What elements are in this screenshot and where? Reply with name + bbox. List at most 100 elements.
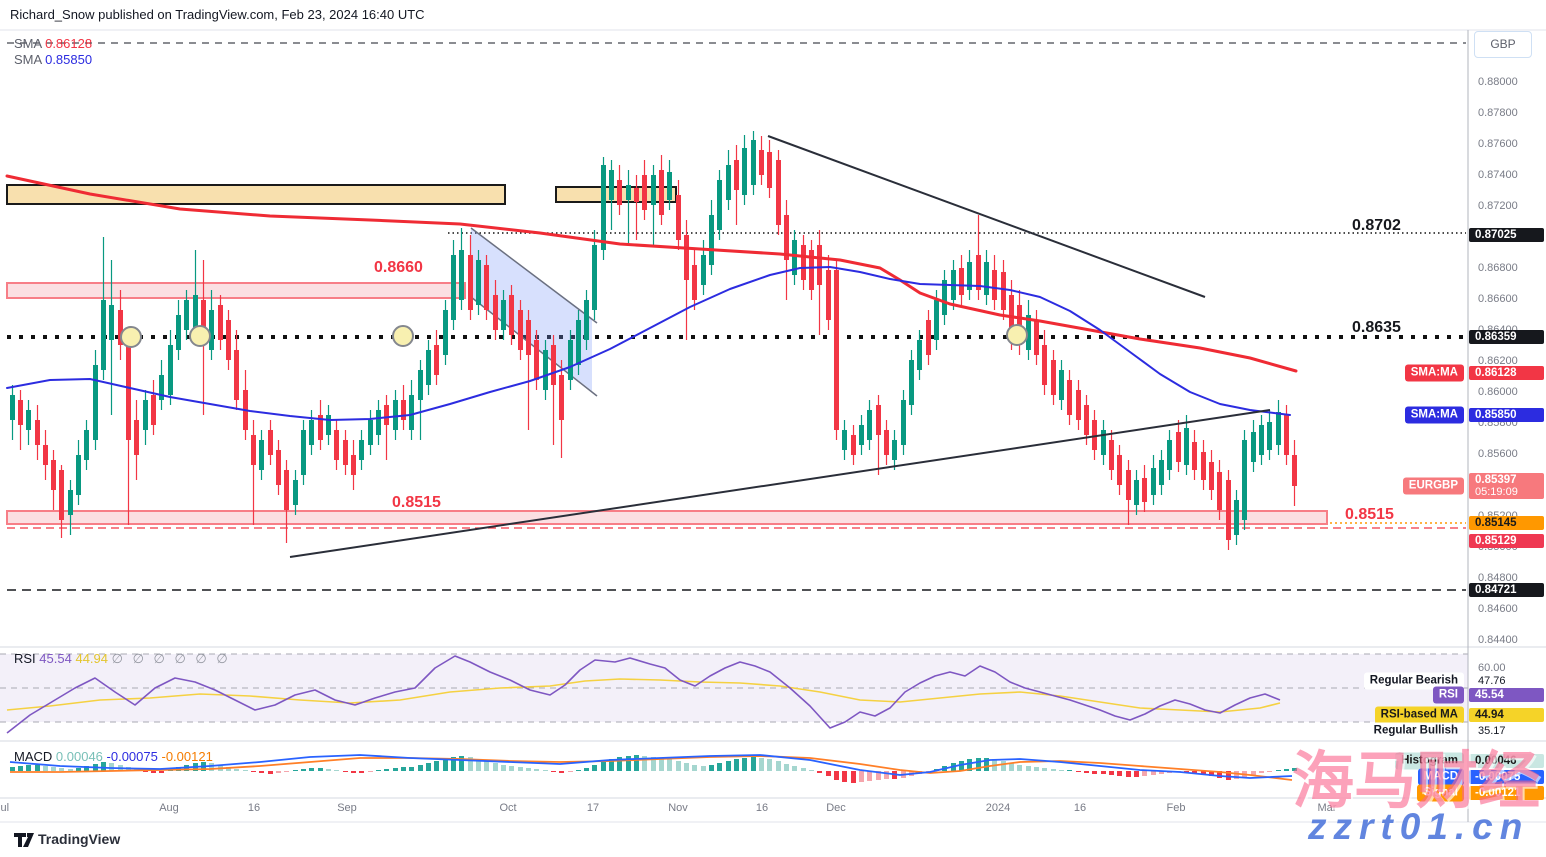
candle xyxy=(859,425,864,445)
rsi-pane[interactable] xyxy=(0,653,1468,734)
rsi-line[interactable] xyxy=(6,655,1281,734)
descending-trendline[interactable] xyxy=(767,135,1206,298)
candle xyxy=(1109,440,1114,470)
sma-slow-line[interactable] xyxy=(5,174,1298,373)
candle xyxy=(59,470,64,520)
channel-upper-line[interactable] xyxy=(470,227,598,324)
candle xyxy=(184,300,189,330)
macd-histogram-bar xyxy=(468,757,473,771)
macd-histogram-bar xyxy=(84,766,89,771)
macd-histogram-bar xyxy=(1076,771,1081,772)
series-label: Regular Bearish xyxy=(1363,672,1464,690)
candle xyxy=(318,415,323,440)
time-tick: Feb xyxy=(1166,802,1186,814)
axis-price-label: 0.85145 xyxy=(1469,516,1544,530)
candle xyxy=(717,180,722,230)
ascending-trendline[interactable] xyxy=(289,409,1271,558)
candle xyxy=(384,405,389,425)
candle xyxy=(1209,462,1214,490)
macd-histogram-bar xyxy=(726,761,731,771)
support-zone-8515[interactable] xyxy=(6,510,1328,525)
macd-histogram-bar xyxy=(1042,768,1047,771)
macd-pane[interactable] xyxy=(9,754,1297,783)
macd-histogram-bar xyxy=(1101,771,1106,774)
candle xyxy=(842,430,847,450)
macd-histogram-bar xyxy=(384,769,389,771)
sma-fast-legend[interactable]: SMA 0.85850 xyxy=(14,52,92,67)
macd-histogram-bar xyxy=(334,770,339,771)
candle xyxy=(193,295,198,330)
candle xyxy=(1026,315,1031,350)
series-label: SMA:MA xyxy=(1404,364,1464,382)
macd-histogram-bar xyxy=(459,756,464,771)
macd-histogram-bar xyxy=(884,771,889,779)
candle xyxy=(867,410,872,440)
macd-histogram-bar xyxy=(26,765,31,771)
macd-signal-legend-value: -0.00121 xyxy=(161,749,213,764)
macd-signal-line[interactable] xyxy=(10,755,1293,781)
rsi-legend-params: ∅ ∅ ∅ ∅ ∅ ∅ xyxy=(111,651,231,666)
macd-histogram-bar xyxy=(667,759,672,771)
macd-histogram-bar xyxy=(409,767,414,771)
macd-histogram-bar xyxy=(1259,771,1264,773)
candle xyxy=(834,270,839,430)
macd-histogram-bar xyxy=(434,761,439,771)
tradingview-brand-text[interactable]: TradingView xyxy=(38,831,121,847)
macd-histogram-bar xyxy=(309,768,314,771)
candle xyxy=(1067,380,1072,415)
price-tick: 0.84400 xyxy=(1478,634,1518,646)
macd-histogram-bar xyxy=(426,763,431,771)
macd-histogram-bar xyxy=(1134,771,1139,777)
macd-histogram-bar xyxy=(1051,769,1056,771)
rsi-legend[interactable]: RSI 45.54 44.94 ∅ ∅ ∅ ∅ ∅ ∅ xyxy=(14,651,231,667)
macd-histogram-bar xyxy=(576,770,581,771)
macd-line[interactable] xyxy=(9,754,1293,779)
axis-price-label: 0.87025 xyxy=(1469,228,1544,242)
candle xyxy=(418,370,423,400)
time-tick: 16 xyxy=(247,802,261,814)
candle xyxy=(967,262,972,290)
candle xyxy=(1226,480,1231,540)
currency-toggle-button[interactable]: GBP xyxy=(1474,31,1532,58)
macd-histogram-bar xyxy=(526,768,531,771)
candle xyxy=(443,310,448,355)
macd-histogram-bar xyxy=(559,771,564,773)
series-label: MACD xyxy=(1417,768,1464,786)
pivot-marker-circle[interactable] xyxy=(120,326,142,348)
pivot-marker-circle[interactable] xyxy=(392,325,414,347)
candle xyxy=(701,255,706,285)
candle xyxy=(434,345,439,375)
pivot-marker-circle[interactable] xyxy=(1006,324,1028,346)
descending-channel[interactable] xyxy=(471,228,592,391)
candle xyxy=(276,450,281,485)
pivot-marker-circle[interactable] xyxy=(189,325,211,347)
candle xyxy=(134,420,139,455)
sma-fast-line[interactable] xyxy=(6,266,1291,421)
axis-price-label: -0.00121 xyxy=(1469,786,1544,800)
candle xyxy=(884,430,889,455)
candle xyxy=(568,340,573,380)
macd-histogram-bar xyxy=(1267,771,1272,772)
candle xyxy=(251,435,256,465)
candle xyxy=(468,255,473,310)
macd-histogram-bar xyxy=(734,759,739,771)
resistance-zone-8660[interactable] xyxy=(6,282,466,299)
macd-histogram-bar xyxy=(759,758,764,771)
macd-histogram-bar xyxy=(76,768,81,771)
candle xyxy=(1092,420,1097,450)
tradingview-logo-icon[interactable] xyxy=(13,831,35,849)
time-tick: 2024 xyxy=(985,802,1011,814)
candle xyxy=(1126,470,1131,500)
macd-legend[interactable]: MACD 0.00046 -0.00075 -0.00121 xyxy=(14,749,213,764)
candle xyxy=(642,175,647,210)
sma-slow-legend[interactable]: SMA 0.86128 xyxy=(14,36,92,51)
supply-zone-1[interactable] xyxy=(6,184,506,205)
time-tick: Jul xyxy=(0,802,10,814)
price-pane[interactable] xyxy=(5,42,1466,591)
supply-zone-2[interactable] xyxy=(555,186,677,203)
candle xyxy=(776,160,781,225)
macd-histogram-bar xyxy=(1109,771,1114,775)
macd-histogram-bar xyxy=(493,763,498,771)
candle xyxy=(876,405,881,435)
